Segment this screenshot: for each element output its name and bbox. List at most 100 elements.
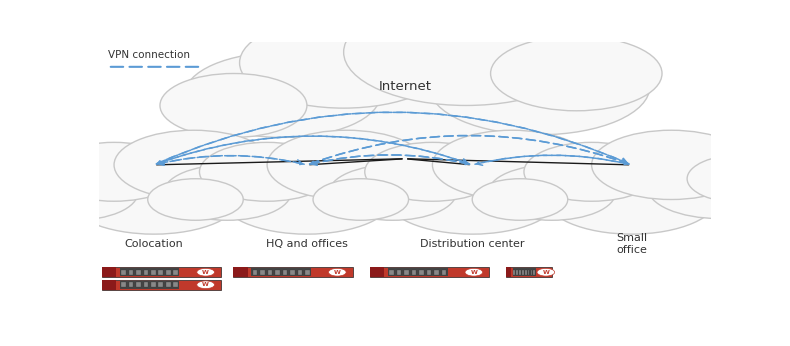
FancyBboxPatch shape [522, 270, 524, 275]
FancyBboxPatch shape [275, 270, 280, 275]
Circle shape [344, 0, 589, 106]
Text: W: W [470, 270, 477, 275]
Circle shape [329, 268, 346, 276]
Circle shape [170, 156, 313, 219]
Circle shape [323, 156, 466, 219]
FancyBboxPatch shape [531, 270, 532, 275]
FancyBboxPatch shape [121, 282, 126, 287]
Circle shape [329, 165, 457, 220]
FancyBboxPatch shape [260, 270, 265, 275]
Text: W: W [202, 270, 209, 275]
Circle shape [365, 142, 500, 201]
FancyBboxPatch shape [253, 270, 258, 275]
Circle shape [148, 179, 243, 220]
FancyBboxPatch shape [144, 282, 149, 287]
Text: Distribution center: Distribution center [420, 239, 525, 249]
FancyBboxPatch shape [144, 270, 149, 275]
Circle shape [267, 130, 427, 200]
FancyBboxPatch shape [528, 270, 529, 275]
Circle shape [10, 165, 138, 220]
FancyBboxPatch shape [298, 270, 303, 275]
Text: Internet: Internet [378, 80, 431, 93]
FancyBboxPatch shape [102, 280, 116, 290]
Text: W: W [543, 270, 549, 275]
Text: HQ and offices: HQ and offices [266, 239, 348, 249]
FancyBboxPatch shape [159, 282, 163, 287]
FancyBboxPatch shape [506, 267, 552, 277]
FancyBboxPatch shape [370, 267, 489, 277]
FancyBboxPatch shape [370, 267, 384, 277]
FancyBboxPatch shape [389, 270, 394, 275]
Circle shape [199, 142, 335, 201]
Circle shape [524, 142, 660, 201]
Circle shape [239, 18, 448, 108]
Circle shape [209, 154, 321, 203]
Circle shape [528, 154, 639, 203]
FancyBboxPatch shape [159, 270, 163, 275]
Circle shape [47, 142, 182, 201]
FancyBboxPatch shape [120, 268, 179, 276]
FancyBboxPatch shape [516, 270, 518, 275]
Circle shape [363, 154, 474, 203]
FancyBboxPatch shape [102, 267, 116, 277]
FancyBboxPatch shape [151, 270, 156, 275]
Text: W: W [334, 270, 340, 275]
FancyBboxPatch shape [129, 282, 134, 287]
FancyBboxPatch shape [173, 270, 178, 275]
Circle shape [114, 130, 273, 200]
FancyBboxPatch shape [397, 270, 401, 275]
Circle shape [0, 179, 90, 220]
FancyBboxPatch shape [533, 270, 535, 275]
FancyBboxPatch shape [151, 282, 156, 287]
FancyBboxPatch shape [434, 270, 438, 275]
Circle shape [488, 156, 631, 219]
Circle shape [430, 39, 649, 135]
Text: Colocation: Colocation [125, 239, 183, 249]
Circle shape [66, 158, 242, 234]
Circle shape [270, 42, 540, 159]
FancyBboxPatch shape [506, 267, 511, 277]
FancyBboxPatch shape [121, 270, 126, 275]
FancyBboxPatch shape [525, 270, 527, 275]
FancyBboxPatch shape [166, 270, 171, 275]
Circle shape [313, 179, 408, 220]
FancyBboxPatch shape [283, 270, 288, 275]
Text: VPN connection: VPN connection [108, 49, 190, 60]
FancyBboxPatch shape [129, 270, 134, 275]
Text: Small
office: Small office [616, 233, 647, 255]
FancyBboxPatch shape [290, 270, 295, 275]
Circle shape [197, 268, 215, 276]
Circle shape [472, 179, 568, 220]
Circle shape [432, 130, 592, 200]
Circle shape [197, 281, 215, 289]
FancyBboxPatch shape [268, 270, 273, 275]
FancyBboxPatch shape [404, 270, 409, 275]
FancyBboxPatch shape [102, 267, 221, 277]
FancyBboxPatch shape [251, 268, 311, 276]
Text: W: W [202, 282, 209, 287]
Circle shape [592, 130, 750, 200]
FancyBboxPatch shape [442, 270, 446, 275]
FancyBboxPatch shape [412, 270, 416, 275]
FancyBboxPatch shape [120, 281, 179, 289]
FancyBboxPatch shape [234, 267, 353, 277]
FancyBboxPatch shape [514, 270, 515, 275]
Circle shape [184, 52, 381, 137]
FancyBboxPatch shape [513, 268, 536, 276]
FancyBboxPatch shape [136, 270, 141, 275]
Circle shape [687, 154, 790, 203]
FancyBboxPatch shape [136, 282, 141, 287]
FancyBboxPatch shape [305, 270, 310, 275]
FancyBboxPatch shape [166, 282, 171, 287]
Circle shape [385, 158, 560, 234]
FancyBboxPatch shape [234, 267, 248, 277]
Circle shape [537, 268, 555, 276]
FancyBboxPatch shape [102, 280, 221, 290]
Circle shape [544, 158, 719, 234]
Circle shape [465, 268, 483, 276]
FancyBboxPatch shape [419, 270, 423, 275]
Circle shape [491, 36, 662, 111]
FancyBboxPatch shape [519, 270, 521, 275]
Circle shape [220, 158, 394, 234]
Circle shape [164, 165, 291, 220]
